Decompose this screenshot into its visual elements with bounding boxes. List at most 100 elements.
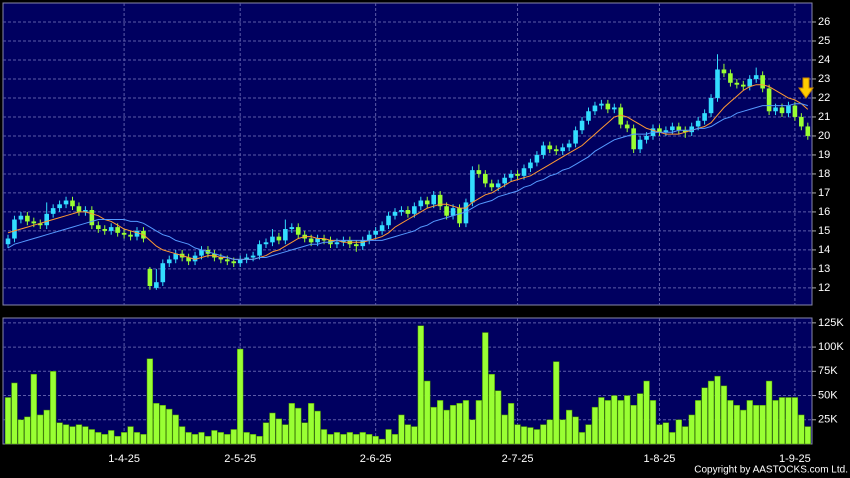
candle-body: [470, 170, 475, 203]
volume-bar: [127, 426, 134, 445]
candle-body: [12, 219, 17, 239]
candle-body: [483, 173, 488, 184]
candle-body: [734, 82, 740, 85]
candle-body: [121, 232, 127, 235]
volume-bar: [75, 424, 83, 445]
candle-body: [599, 103, 604, 106]
x-tick-label: 1-4-25: [108, 453, 140, 465]
candle-body: [341, 240, 346, 243]
candle-body: [753, 75, 759, 79]
candle-body: [366, 234, 372, 241]
x-tick-label: 2-5-25: [224, 453, 256, 465]
volume-bar: [578, 432, 586, 445]
y-tick-label: 75K: [818, 365, 838, 377]
candle-body: [276, 236, 282, 241]
volume-bar: [230, 429, 237, 445]
volume-bar: [166, 408, 173, 445]
y-tick-label: 25K: [818, 414, 838, 426]
volume-bar: [404, 424, 412, 445]
candle-body: [257, 244, 262, 256]
volume-bar: [56, 422, 63, 445]
x-tick-label: 1-9-25: [779, 453, 811, 465]
volume-bar: [778, 397, 786, 445]
volume-bar: [50, 371, 57, 445]
volume-bar: [714, 375, 721, 445]
volume-bar: [546, 419, 553, 445]
volume-bar: [430, 406, 437, 445]
volume-bar: [649, 400, 657, 445]
candle-body: [695, 120, 701, 127]
volume-bar: [224, 434, 231, 445]
candle-body: [192, 255, 198, 262]
candle-body: [573, 130, 578, 144]
volume-bar: [475, 400, 483, 445]
candle-body: [515, 173, 520, 176]
candle-body: [44, 213, 49, 226]
volume-bar: [662, 422, 670, 445]
y-tick-label: 16: [818, 206, 830, 218]
y-tick-label: 15: [818, 225, 830, 237]
volume-bar: [391, 434, 399, 445]
candle-body: [715, 69, 720, 98]
candle-body: [412, 206, 417, 214]
volume-bar: [785, 397, 792, 445]
candle-body: [792, 105, 798, 117]
candle-body: [18, 215, 24, 220]
volume-bar: [327, 434, 334, 445]
candle-body: [96, 225, 101, 230]
candle-body: [644, 135, 649, 140]
volume-bar: [733, 404, 741, 445]
candle-body: [250, 255, 256, 258]
candle-body: [386, 215, 391, 226]
volume-bar: [559, 419, 566, 445]
volume-bar: [456, 403, 463, 445]
y-tick-label: 100K: [818, 341, 844, 353]
volume-bar: [804, 426, 811, 445]
volume-bar: [62, 424, 70, 445]
candle-body: [521, 168, 527, 176]
y-tick-label: 21: [818, 111, 830, 123]
candle-body: [431, 194, 436, 205]
candle-body: [379, 225, 385, 231]
candle-body: [147, 268, 153, 287]
volume-bar: [727, 400, 734, 445]
candle-body: [779, 107, 785, 114]
candle-body: [108, 227, 114, 231]
volume-bar: [198, 432, 205, 445]
volume-bar: [462, 400, 470, 445]
y-tick-label: 12: [818, 282, 830, 294]
volume-bar: [191, 434, 199, 445]
candle-body: [566, 143, 572, 148]
volume-bar: [501, 414, 508, 445]
candle-body: [83, 210, 88, 212]
y-tick-label: 25: [818, 35, 830, 47]
volume-bar: [24, 416, 31, 445]
volume-bar: [630, 404, 637, 445]
volume-bar: [153, 403, 160, 445]
volume-bar: [288, 403, 295, 445]
y-tick-label: 24: [818, 54, 830, 66]
volume-bar: [553, 361, 560, 445]
candle-body: [237, 259, 243, 264]
volume-bar: [346, 432, 354, 445]
moving-average: [7, 84, 809, 260]
candle-body: [618, 107, 624, 125]
candle-body: [547, 145, 553, 150]
candle-body: [186, 257, 191, 262]
candle-body: [334, 242, 340, 245]
candle-body: [31, 221, 37, 224]
y-tick-label: 13: [818, 263, 830, 275]
volume-bar: [43, 409, 50, 445]
candle-body: [315, 238, 320, 243]
volume-bar: [275, 418, 283, 445]
candle-body: [225, 259, 230, 262]
candle-body: [134, 230, 140, 237]
candle-body: [541, 145, 546, 155]
volume-bar: [469, 419, 476, 445]
candle-body: [450, 208, 456, 216]
y-tick-label: 22: [818, 92, 830, 104]
candle-body: [463, 202, 469, 224]
candle-body: [360, 240, 366, 247]
volume-bar: [437, 400, 444, 445]
candle-body: [354, 244, 359, 247]
